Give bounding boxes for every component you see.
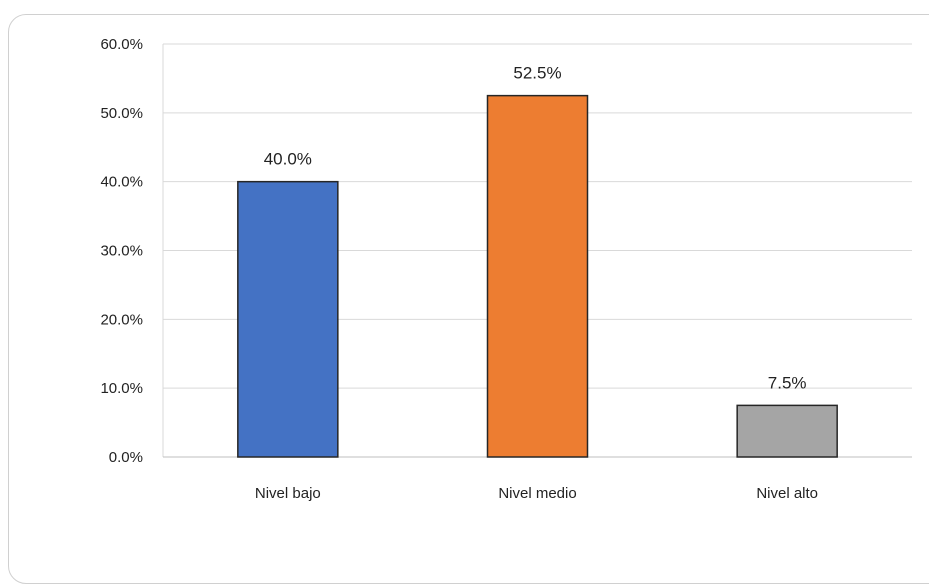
y-tick-label: 30.0% [100,243,143,260]
y-tick-label: 20.0% [100,311,143,328]
y-tick-label: 0.0% [109,449,143,466]
bars [238,96,837,457]
y-tick-label: 40.0% [100,174,143,191]
bar-nivel-alto [737,405,837,457]
bar-chart: 0.0% 10.0% 20.0% 30.0% 40.0% 50.0% 60.0% 40.0%… [0,0,929,567]
x-tick-label: Nivel bajo [255,485,321,502]
y-axis-ticks: 0.0% 10.0% 20.0% 30.0% 40.0% 50.0% 60.0% [100,36,143,466]
bar-nivel-medio [488,96,588,457]
y-tick-label: 10.0% [100,380,143,397]
x-tick-label: Nivel medio [498,485,576,502]
bar-nivel-bajo [238,182,338,457]
data-label: 40.0% [264,150,312,169]
data-label: 52.5% [513,64,561,83]
x-axis-ticks: Nivel bajo Nivel medio Nivel alto [255,485,818,502]
x-tick-label: Nivel alto [756,485,818,502]
data-label: 7.5% [768,373,807,392]
y-tick-label: 50.0% [100,105,143,122]
y-tick-label: 60.0% [100,36,143,53]
